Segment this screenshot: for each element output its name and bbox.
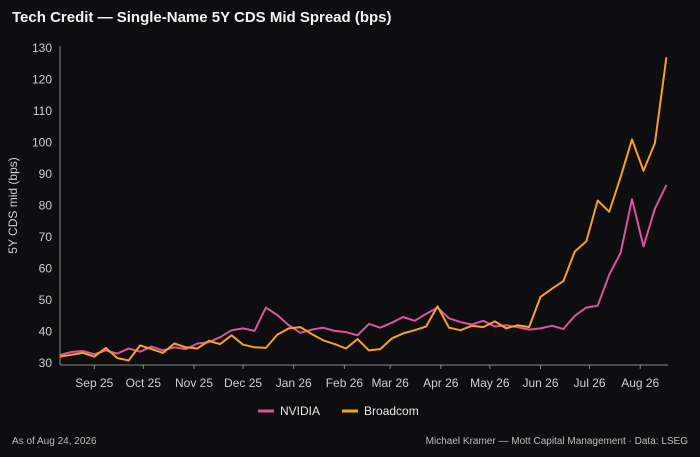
- y-axis-ticks: 30 40 50 60 70 80 90 100 110 120 130: [32, 41, 52, 370]
- y-tick-label: 60: [39, 262, 53, 276]
- y-tick-label: 30: [39, 356, 53, 370]
- x-tick-label: Sep 25: [75, 376, 113, 390]
- x-tick-label: May 26: [470, 376, 510, 390]
- series-lines: [59, 57, 668, 362]
- x-tick-label: Jan 26: [276, 376, 312, 390]
- x-tick-label: Oct 25: [126, 376, 162, 390]
- legend: NVIDIA Broadcom: [258, 404, 419, 418]
- x-tick-label: Aug 26: [621, 376, 659, 390]
- chart-title: Tech Credit — Single-Name 5Y CDS Mid Spr…: [12, 9, 392, 26]
- y-axis-label: 5Y CDS mid (bps): [6, 157, 20, 253]
- y-tick-label: 40: [39, 325, 53, 339]
- y-tick-label: 130: [32, 41, 52, 55]
- x-axis-ticks: Sep 25 Oct 25 Nov 25 Dec 25 Jan 26 Feb 26 Mar …: [75, 365, 660, 390]
- y-tick-label: 70: [39, 230, 53, 244]
- series-line-nvidia: [59, 184, 668, 357]
- axes: [59, 46, 668, 366]
- legend-label-nvidia: NVIDIA: [280, 404, 320, 418]
- x-tick-label: Nov 25: [175, 376, 213, 390]
- x-tick-label: Dec 25: [224, 376, 262, 390]
- as-of-date: As of Aug 24, 2026: [12, 436, 97, 447]
- legend-label-broadcom: Broadcom: [364, 404, 419, 418]
- y-tick-label: 100: [32, 136, 52, 150]
- x-tick-label: Apr 26: [423, 376, 459, 390]
- y-tick-label: 50: [39, 293, 53, 307]
- y-tick-label: 90: [39, 167, 53, 181]
- attribution: Michael Kramer — Mott Capital Management…: [425, 436, 688, 447]
- y-tick-label: 110: [33, 104, 52, 118]
- x-tick-label: Mar 26: [371, 376, 409, 390]
- x-tick-label: Jul 26: [574, 376, 606, 390]
- series-line-broadcom: [59, 57, 668, 362]
- y-tick-label: 80: [39, 199, 53, 213]
- y-tick-label: 120: [32, 73, 52, 87]
- x-tick-label: Jun 26: [523, 376, 559, 390]
- x-tick-label: Feb 26: [326, 376, 364, 390]
